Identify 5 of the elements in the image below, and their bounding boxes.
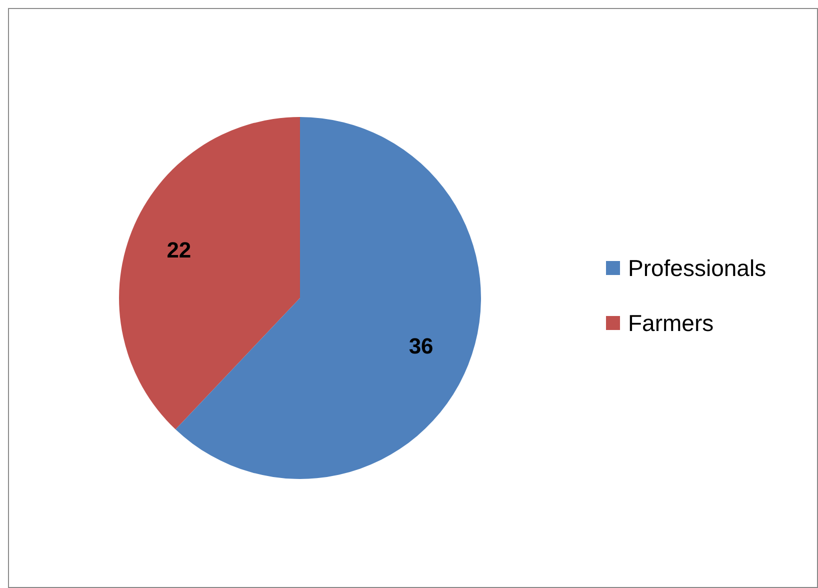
data-label: 22 (166, 237, 192, 262)
pie-slice (119, 117, 300, 430)
legend-label: Farmers (628, 310, 714, 336)
legend-label: Professionals (628, 255, 766, 281)
data-label: 36 (408, 334, 434, 359)
